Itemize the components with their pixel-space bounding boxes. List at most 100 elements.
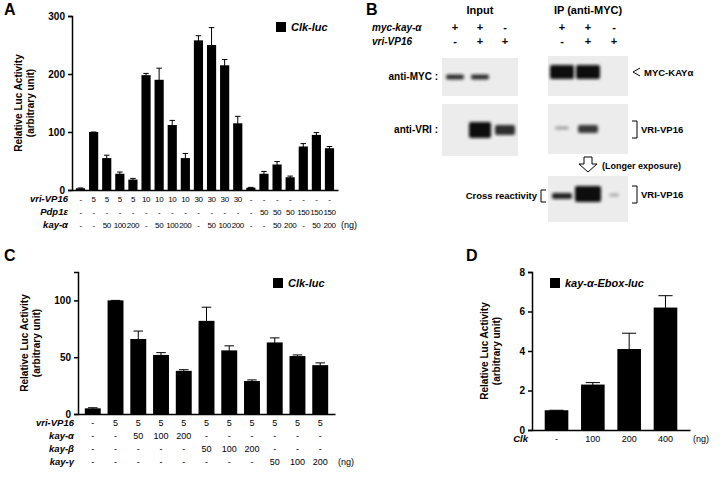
y-tick: 300 (48, 11, 72, 22)
condition-value: - (315, 195, 318, 204)
condition-value: 200 (323, 221, 336, 230)
error-bar (183, 153, 189, 162)
condition-value: - (250, 221, 253, 230)
error-bar-cap (248, 187, 254, 188)
condition-value: 200 (244, 444, 259, 454)
error-bar-cap (287, 176, 293, 177)
condition-value: 200 (176, 431, 191, 441)
error-bar-cap (196, 35, 202, 36)
bar (312, 365, 328, 414)
condition-value: 50 (260, 208, 269, 217)
condition-value: - (79, 208, 82, 217)
condition-value: - (228, 457, 231, 467)
condition-value: 10 (142, 195, 151, 204)
error-bar (287, 176, 293, 178)
blot-membrane (548, 56, 628, 96)
condition-value: - (160, 457, 163, 467)
error-bar-stem (277, 162, 278, 168)
condition-value: - (114, 431, 117, 441)
error-bar (156, 353, 166, 358)
bar (155, 80, 164, 190)
y-tick: 6 (519, 306, 532, 317)
bar (168, 125, 177, 190)
error-bar-stem (211, 28, 212, 63)
blot-band (555, 127, 569, 130)
y-tick: 2 (519, 385, 532, 396)
blot-membrane (548, 104, 628, 154)
condition-value: - (145, 221, 148, 230)
tick-mark (68, 132, 72, 134)
error-bar-stem (274, 338, 275, 347)
tick-mark (528, 351, 532, 353)
legend-label: kay-α-Ebox-luc (565, 277, 644, 289)
error-bar-stem (303, 144, 304, 150)
error-bar (248, 187, 254, 189)
band-bracket (632, 186, 637, 203)
band-label: Cross reactivity (466, 190, 538, 201)
condition-value: 30 (221, 195, 230, 204)
condition-value: 100 (166, 221, 179, 230)
axis-line (74, 273, 79, 415)
error-bar-stem (119, 172, 120, 175)
bar (115, 174, 124, 190)
condition-value: 50 (286, 208, 295, 217)
condition-value: - (92, 208, 95, 217)
bar (76, 188, 85, 190)
error-bar-cap (156, 68, 162, 69)
error-bar-cap (293, 354, 303, 355)
blot-band (550, 65, 574, 79)
tick-mark (68, 190, 72, 192)
condition-value: 5 (181, 418, 186, 428)
condition-value: 50 (103, 221, 112, 230)
band-label: VRI-VP16 (641, 124, 683, 135)
error-bar-cap (314, 132, 320, 133)
condition-label: vri-VP16 (36, 417, 75, 428)
condition-value: - (263, 195, 266, 204)
error-bar-cap (104, 155, 110, 156)
condition-label: Clk (513, 433, 529, 444)
blot-band (469, 122, 491, 138)
panel-label: B (366, 1, 378, 18)
condition-value: - (205, 457, 208, 467)
condition-label: myc-kay-α (372, 22, 422, 33)
condition-value: 5 (113, 418, 118, 428)
error-bar-stem (146, 73, 147, 76)
condition-value: 50 (207, 221, 216, 230)
condition-value: - (228, 431, 231, 441)
condition-label: kay-γ (50, 456, 75, 467)
condition-value: 200 (232, 221, 245, 230)
bar (176, 371, 192, 414)
exposure-label: (Longer exposure) (602, 161, 681, 171)
error-bar (622, 333, 636, 365)
tick-mark (528, 272, 532, 274)
bar (299, 147, 308, 191)
axis-line (68, 17, 73, 191)
condition-value: - (205, 431, 208, 441)
condition-value: 50 (155, 221, 164, 230)
error-bar-stem (592, 383, 593, 387)
condition-value: - (237, 208, 240, 217)
y-axis: 0100200300 (48, 11, 72, 196)
y-axis-title: Relative Luc Activity (13, 54, 24, 152)
blot-label: anti-VRI : (394, 124, 438, 135)
condition-value: - (273, 431, 276, 441)
error-bar (293, 355, 303, 357)
axis-line (528, 273, 533, 431)
condition-value: 50 (270, 457, 280, 467)
band-label: MYC-KAYα (644, 67, 693, 78)
condition-value: + (559, 21, 565, 33)
condition-value: 100 (290, 457, 305, 467)
band-bracket (632, 121, 637, 138)
error-bar-cap (156, 352, 166, 353)
condition-value: - (319, 431, 322, 441)
error-bar-cap (202, 307, 212, 308)
bar (89, 132, 98, 190)
y-axis-title: (arbitrary unit) (491, 317, 502, 385)
error-bar (88, 408, 98, 409)
condition-value: - (106, 208, 109, 217)
legend-swatch (550, 278, 560, 288)
condition-value: - (171, 208, 174, 217)
bar (128, 180, 137, 190)
error-bar (156, 68, 162, 91)
condition-value: 5 (318, 418, 323, 428)
